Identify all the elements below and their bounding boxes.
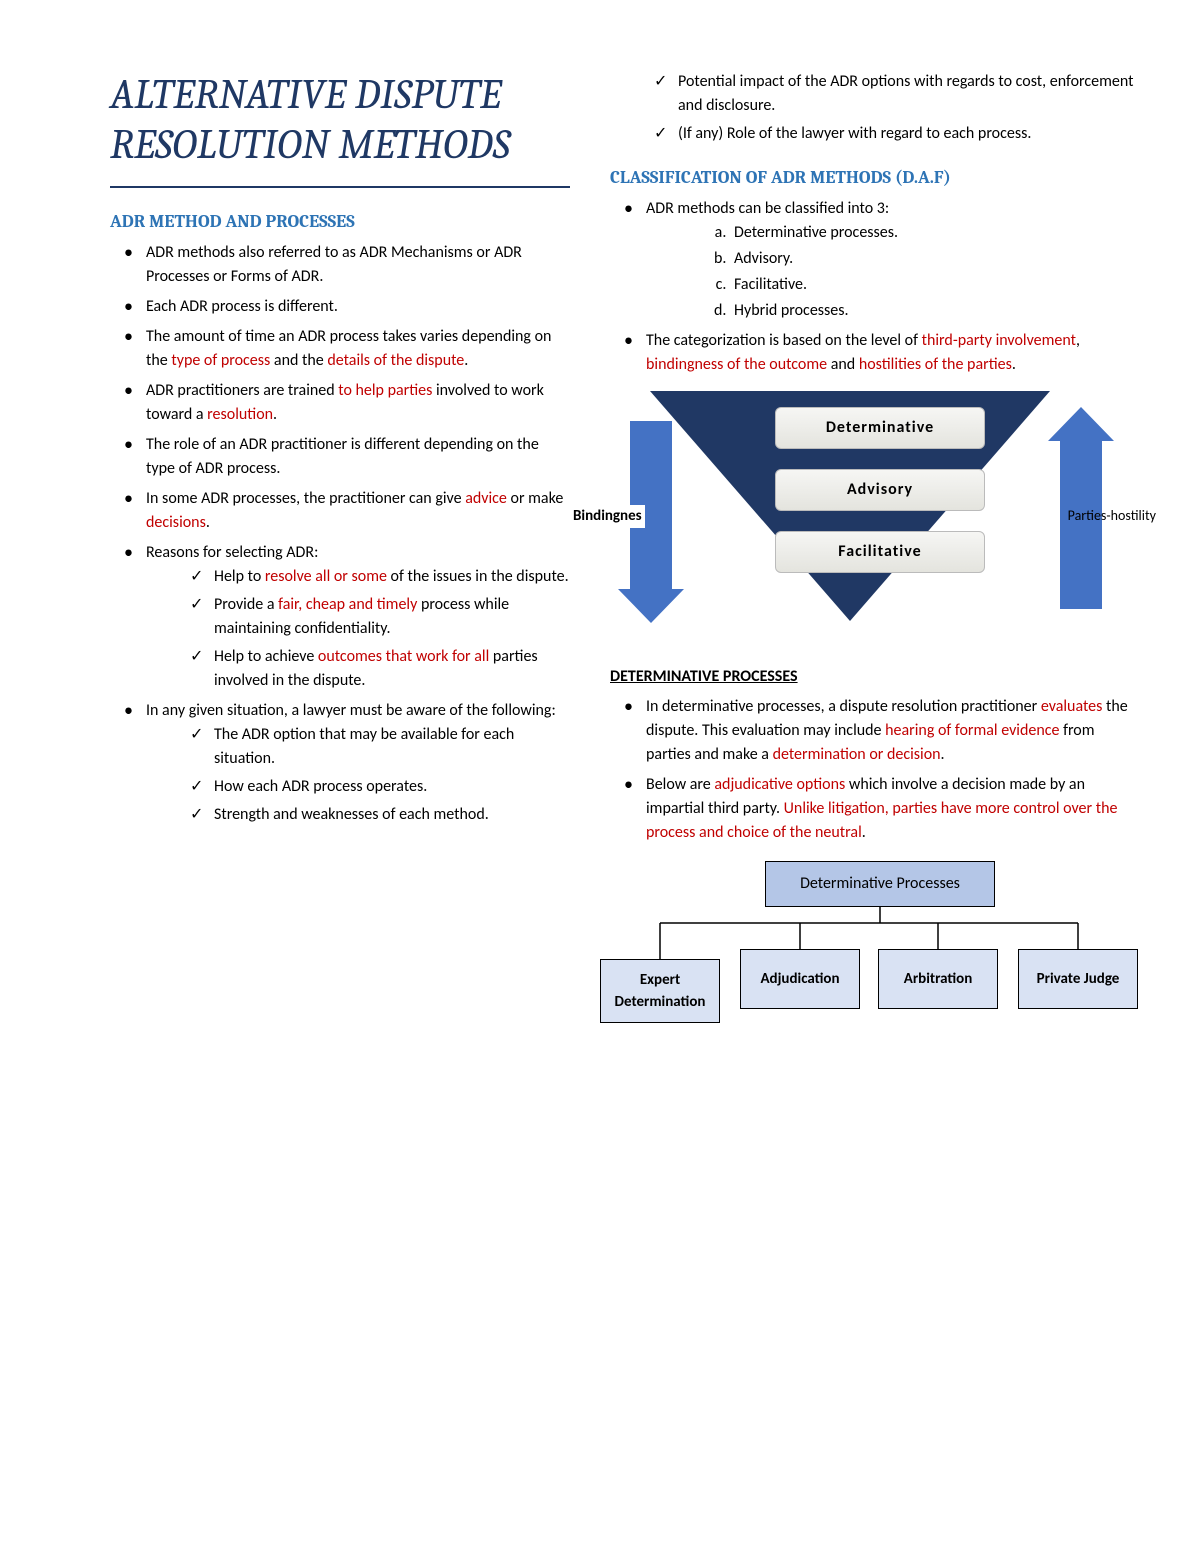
bullet-item: Each ADR process is different. [146,295,570,319]
tree-leaf-adjudication: Adjudication [740,949,860,1009]
highlight-text: decisions [146,513,206,532]
highlight-text: advice [465,489,507,508]
tree-leaf-arbitration: Arbitration [878,949,998,1009]
tree-leaf-private-judge: Private Judge [1018,949,1138,1009]
lettered-sublist: Determinative processes.Advisory.Facilit… [646,221,1140,323]
highlight-text: to help parties [338,381,432,400]
sub-heading-determinative: DETERMINATIVE PROCESSES [610,665,1140,689]
right-top-checks: Potential impact of the ADR options with… [610,70,1140,146]
highlight-text: resolution [207,405,273,424]
check-item: (If any) Role of the lawyer with regard … [678,122,1140,146]
highlight-text: type of process [171,351,270,370]
highlight-text: adjudicative options [714,775,845,794]
section-heading-classification: CLASSIFICATION OF ADR METHODS (D.A.F) [610,164,1140,191]
highlight-text: evaluates [1041,697,1103,716]
bullet-item: Reasons for selecting ADR:Help to resolv… [146,541,570,693]
check-item: Provide a fair, cheap and timely process… [214,593,570,641]
triangle-box-determinative: Determinative [775,407,985,449]
bullet-item: ADR methods also referred to as ADR Mech… [146,241,570,289]
highlight-text: hearing of formal evidence [885,721,1059,740]
tree-root-box: Determinative Processes [765,861,995,907]
bullet-item: Below are adjudicative options which inv… [646,773,1140,845]
bullet-item: In any given situation, a lawyer must be… [146,699,570,827]
tree-diagram: Determinative Processes Expert Determina… [610,861,1140,1031]
title-rule [110,186,570,188]
triangle-label-left: Bindingnes [570,505,645,528]
highlight-text: fair, cheap and timely [278,595,417,614]
section-heading-adr: ADR METHOD AND PROCESSES [110,208,570,235]
lettered-item: Determinative processes. [730,221,1140,245]
highlight-text: bindingness of the outcome [646,355,827,374]
left-bullet-list: ADR methods also referred to as ADR Mech… [110,241,570,827]
bullet-item: ADR practitioners are trained to help pa… [146,379,570,427]
triangle-box-advisory: Advisory [775,469,985,511]
triangle-diagram: Determinative Advisory Facilitative Bind… [600,391,1120,651]
lettered-item: Facilitative. [730,273,1140,297]
right-column: Potential impact of the ADR options with… [610,70,1140,1031]
check-item: Potential impact of the ADR options with… [678,70,1140,118]
highlight-text: Unlike litigation, parties have more con… [646,799,1117,842]
bullet-item: ADR methods can be classified into 3:Det… [646,197,1140,323]
highlight-text: outcomes that work for all [318,647,489,666]
highlight-text: third-party involvement [922,331,1076,350]
highlight-text: details of the dispute [327,351,464,370]
check-item: How each ADR process operates. [214,775,570,799]
right-bullet-list: ADR methods can be classified into 3:Det… [610,197,1140,377]
bullet-item: In some ADR processes, the practitioner … [146,487,570,535]
up-arrow-head-icon [1048,407,1114,441]
triangle-label-right: Parties-hostility [1068,505,1156,526]
check-sublist: The ADR option that may be available for… [146,723,570,827]
check-item: The ADR option that may be available for… [214,723,570,771]
bullet-item: In determinative processes, a dispute re… [646,695,1140,767]
lettered-item: Advisory. [730,247,1140,271]
check-item: Help to resolve all or some of the issue… [214,565,570,589]
highlight-text: hostilities of the parties [859,355,1012,374]
left-column: ALTERNATIVE DISPUTE RESOLUTION METHODS A… [110,70,570,1031]
highlight-text: determination or decision [773,745,941,764]
triangle-box-facilitative: Facilitative [775,531,985,573]
bullet-item: The role of an ADR practitioner is diffe… [146,433,570,481]
highlight-text: resolve all or some [265,567,387,586]
check-item: Help to achieve outcomes that work for a… [214,645,570,693]
page-title: ALTERNATIVE DISPUTE RESOLUTION METHODS [110,70,570,171]
bullet-item: The categorization is based on the level… [646,329,1140,377]
check-item: Strength and weaknesses of each method. [214,803,570,827]
determinative-bullet-list: In determinative processes, a dispute re… [610,695,1140,845]
tree-leaf-expert: Expert Determination [600,959,720,1023]
check-sublist: Help to resolve all or some of the issue… [146,565,570,693]
lettered-item: Hybrid processes. [730,299,1140,323]
bullet-item: The amount of time an ADR process takes … [146,325,570,373]
